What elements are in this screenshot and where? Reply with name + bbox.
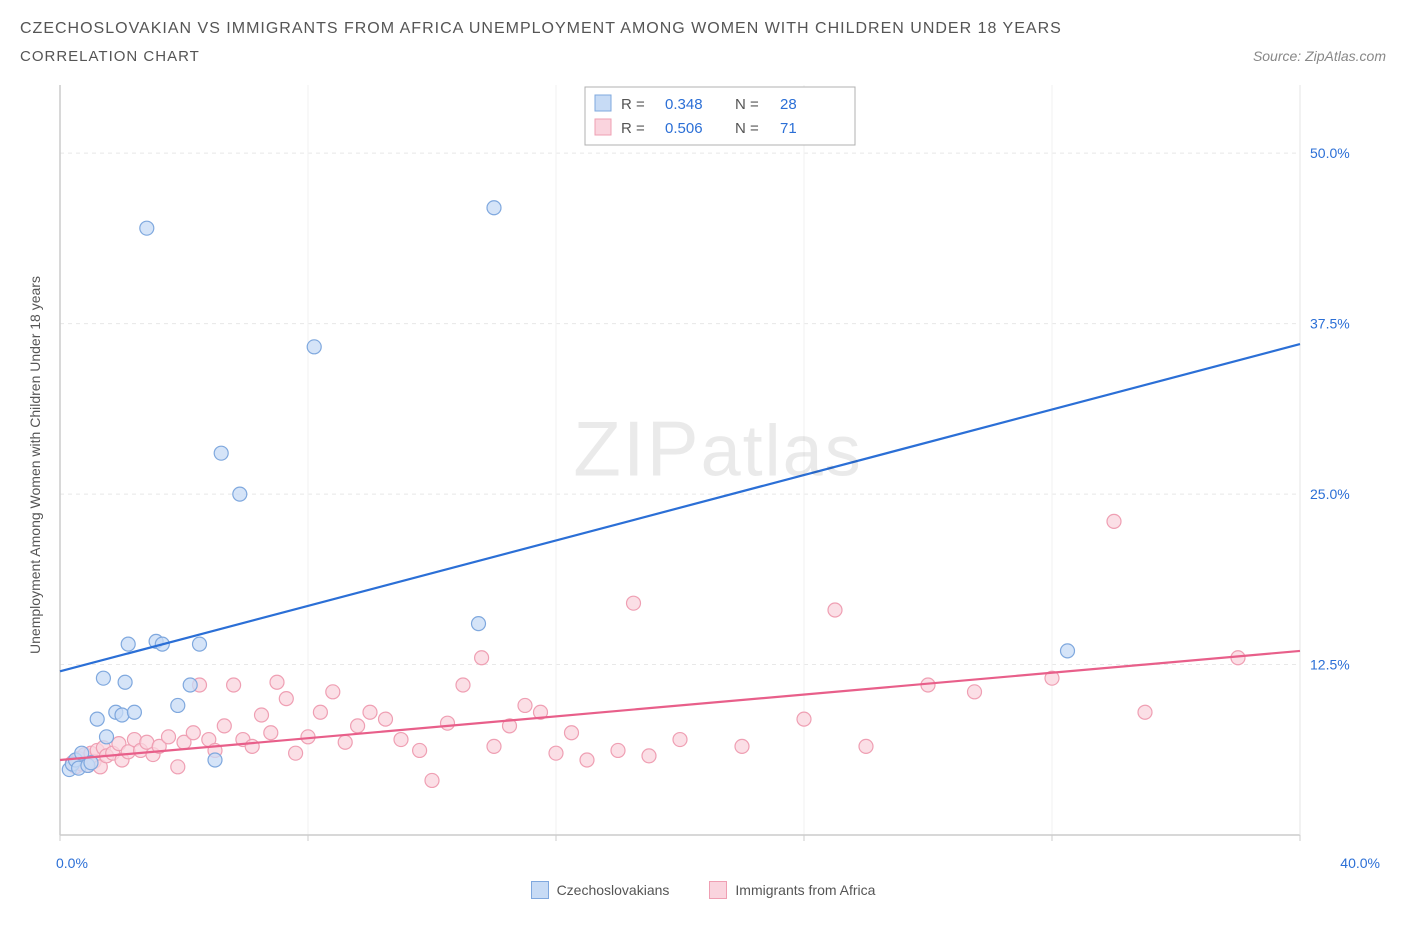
svg-text:R =: R = <box>621 120 645 137</box>
svg-text:0.506: 0.506 <box>665 120 703 137</box>
svg-text:R =: R = <box>621 96 645 113</box>
chart-area: Unemployment Among Women with Children U… <box>20 75 1386 855</box>
chart-subtitle: CORRELATION CHART <box>20 48 200 65</box>
svg-text:N =: N = <box>735 120 759 137</box>
svg-text:25.0%: 25.0% <box>1310 486 1350 502</box>
svg-text:71: 71 <box>780 120 797 137</box>
svg-text:37.5%: 37.5% <box>1310 316 1350 332</box>
legend-label-czech: Czechoslovakians <box>557 882 670 898</box>
x-max-label: 40.0% <box>1340 855 1380 871</box>
header: CZECHOSLOVAKIAN VS IMMIGRANTS FROM AFRIC… <box>20 20 1386 65</box>
svg-text:0.348: 0.348 <box>665 96 703 113</box>
legend-item-africa: Immigrants from Africa <box>709 881 875 899</box>
chart-title: CZECHOSLOVAKIAN VS IMMIGRANTS FROM AFRIC… <box>20 20 1386 38</box>
x-axis-end-labels: 0.0% 40.0% <box>50 855 1386 877</box>
svg-text:12.5%: 12.5% <box>1310 657 1350 673</box>
legend-swatch-africa <box>709 881 727 899</box>
source-label: Source: ZipAtlas.com <box>1253 48 1386 64</box>
y-axis-label: Unemployment Among Women with Children U… <box>27 276 43 654</box>
svg-text:28: 28 <box>780 96 797 113</box>
svg-text:N =: N = <box>735 96 759 113</box>
scatter-plot: 12.5% 25.0% 37.5% 50.0% R = 0.348 N = 28 R = 0.50… <box>50 75 1370 855</box>
legend-swatch-czech <box>531 881 549 899</box>
legend-item-czech: Czechoslovakians <box>531 881 670 899</box>
x-min-label: 0.0% <box>56 855 88 871</box>
legend-label-africa: Immigrants from Africa <box>735 882 875 898</box>
bottom-legend: Czechoslovakians Immigrants from Africa <box>20 881 1386 899</box>
svg-text:50.0%: 50.0% <box>1310 145 1350 161</box>
